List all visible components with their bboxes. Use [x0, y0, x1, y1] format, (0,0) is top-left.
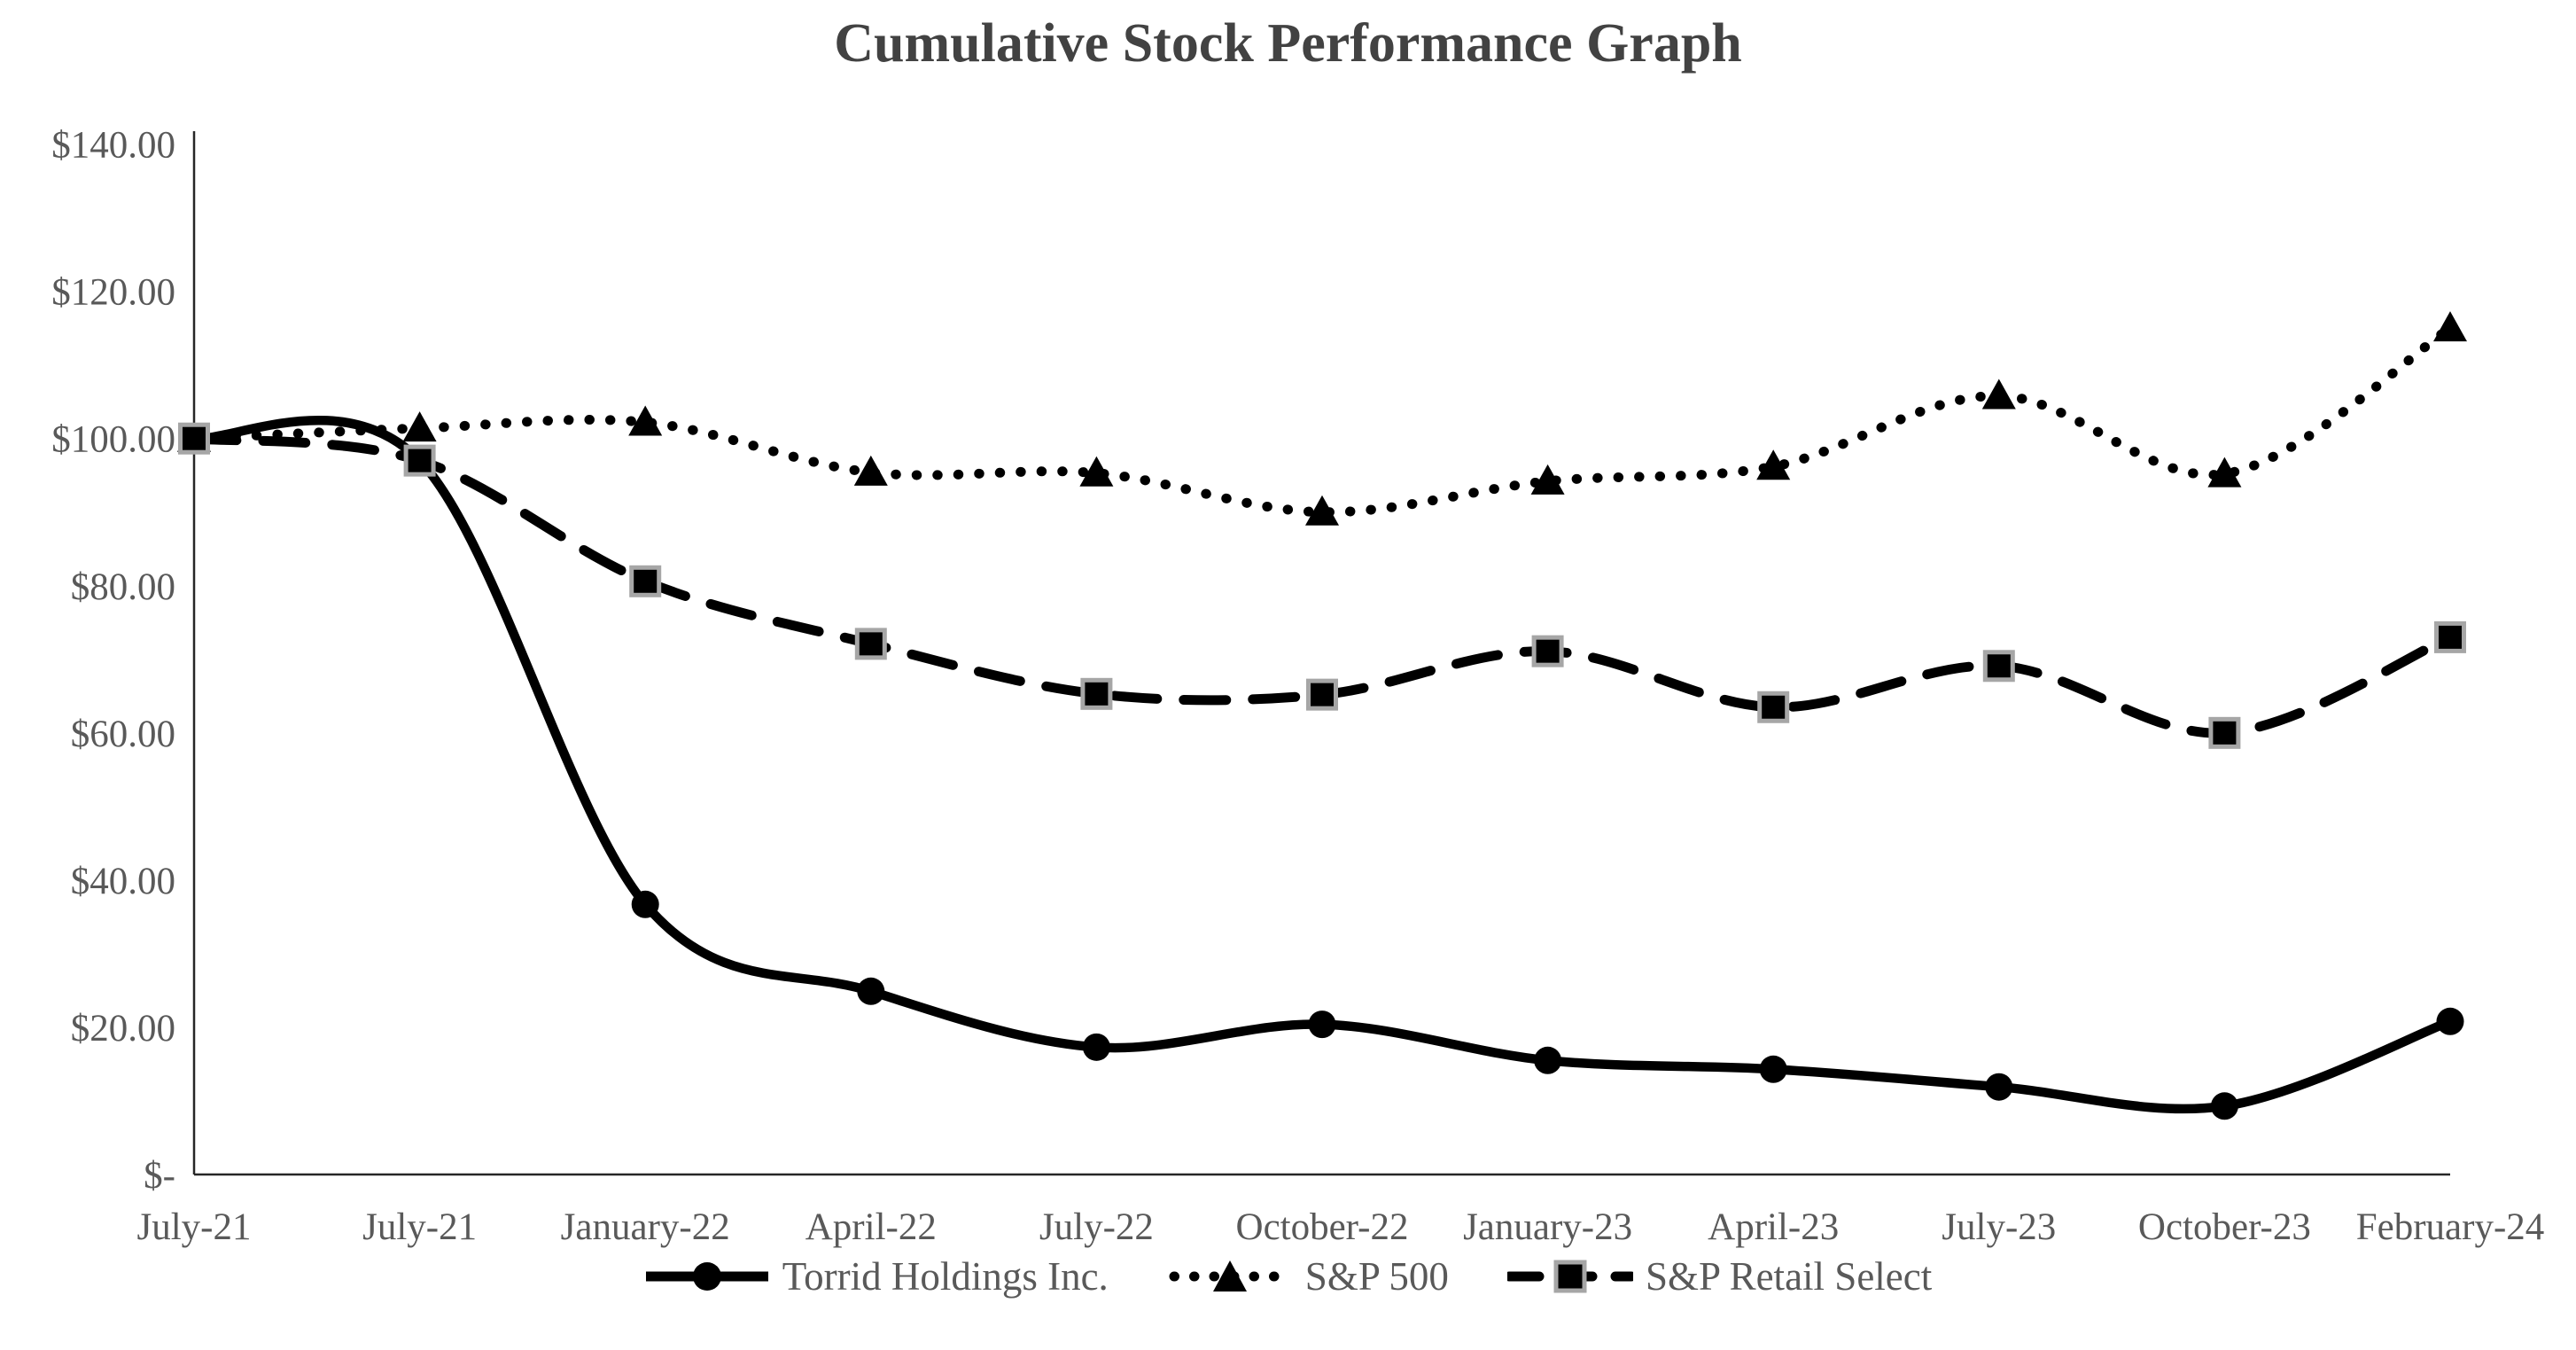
data-point-marker-s-p-500: [2433, 311, 2467, 342]
x-axis-tick-label: January-22: [561, 1206, 730, 1248]
data-point-marker-torrid-holdings-inc: [631, 890, 659, 918]
legend: Torrid Holdings Inc. S&P 500 S&P Retail …: [0, 1253, 2576, 1299]
y-axis-tick-label: $140.00: [51, 125, 175, 167]
x-axis-tick-label: October-22: [1236, 1206, 1409, 1248]
y-axis-tick-label: $40.00: [71, 861, 175, 902]
series-line-s-p-500: [189, 323, 2455, 518]
x-axis-tick-label: July-21: [362, 1206, 477, 1248]
data-point-marker-torrid-holdings-inc: [1308, 1011, 1336, 1039]
data-point-marker-s-p-500: [1079, 456, 1114, 487]
data-point-marker-s-p-retail-select: [1080, 677, 1113, 710]
data-point-marker-s-p-retail-select: [629, 565, 662, 597]
data-point-marker-s-p-500: [2207, 457, 2242, 488]
legend-label-sp500: S&P 500: [1304, 1254, 1449, 1299]
x-axis-tick-label: January-23: [1463, 1206, 1632, 1248]
data-point-marker-torrid-holdings-inc: [1534, 1046, 1562, 1074]
data-point-marker-s-p-retail-select: [2208, 716, 2241, 749]
y-axis-tick-label: $80.00: [71, 566, 175, 608]
chart-title: Cumulative Stock Performance Graph: [834, 13, 1742, 74]
x-axis-tick-label: April-23: [1708, 1206, 1839, 1248]
data-point-marker-s-p-500: [1305, 495, 1339, 526]
solid-line-circle-marker-icon: [645, 1262, 768, 1291]
data-point-marker-torrid-holdings-inc: [1985, 1073, 2013, 1101]
data-point-marker-s-p-retail-select: [1306, 678, 1338, 711]
x-axis-tick-label: October-23: [2138, 1206, 2311, 1248]
data-point-marker-s-p-500: [853, 455, 888, 486]
data-point-marker-s-p-retail-select: [1982, 650, 2015, 683]
x-axis-tick-label: July-21: [137, 1206, 252, 1248]
y-axis-tick-label: $120.00: [51, 272, 175, 314]
data-point-marker-s-p-retail-select: [854, 628, 887, 660]
series-line-torrid-holdings-inc: [193, 415, 2452, 1114]
x-axis-tick-label: July-23: [1942, 1206, 2056, 1248]
data-point-marker-s-p-500: [1530, 464, 1565, 495]
data-point-marker-s-p-500: [1756, 449, 1791, 480]
data-point-marker-s-p-retail-select: [1757, 691, 1790, 723]
data-point-marker-torrid-holdings-inc: [1082, 1033, 1110, 1061]
data-point-marker-torrid-holdings-inc: [2436, 1007, 2464, 1035]
y-axis-tick-label: $100.00: [51, 419, 175, 461]
data-point-marker-torrid-holdings-inc: [1759, 1055, 1787, 1083]
legend-item-torrid-holdings: Torrid Holdings Inc.: [644, 1253, 1109, 1299]
data-point-marker-s-p-retail-select: [178, 422, 210, 455]
dotted-line-triangle-marker-icon: [1169, 1260, 1291, 1291]
x-axis-tick-label: April-22: [805, 1206, 937, 1248]
legend-label-torrid-holdings: Torrid Holdings Inc.: [782, 1254, 1109, 1299]
x-axis-tick-label: February-24: [2356, 1206, 2545, 1248]
data-point-marker-s-p-retail-select: [2434, 620, 2466, 653]
dashed-line-square-marker-icon: [1506, 1260, 1633, 1293]
y-axis-tick-label: $-: [144, 1155, 175, 1197]
data-point-marker-s-p-retail-select: [1531, 635, 1564, 667]
data-point-marker-s-p-500: [1981, 378, 2016, 410]
legend-item-sp500: S&P 500: [1167, 1253, 1449, 1299]
y-axis-tick-label: $60.00: [71, 714, 175, 755]
x-axis-tick-label: July-22: [1039, 1206, 1154, 1248]
data-point-marker-torrid-holdings-inc: [2210, 1092, 2238, 1120]
data-point-marker-s-p-500: [628, 405, 663, 436]
data-point-marker-s-p-retail-select: [403, 444, 436, 477]
legend-label-sp-retail-select: S&P Retail Select: [1645, 1254, 1933, 1299]
data-point-marker-torrid-holdings-inc: [857, 977, 885, 1005]
legend-item-sp-retail-select: S&P Retail Select: [1506, 1253, 1933, 1299]
y-axis-tick-label: $20.00: [71, 1008, 175, 1050]
data-point-marker-s-p-500: [402, 411, 437, 442]
